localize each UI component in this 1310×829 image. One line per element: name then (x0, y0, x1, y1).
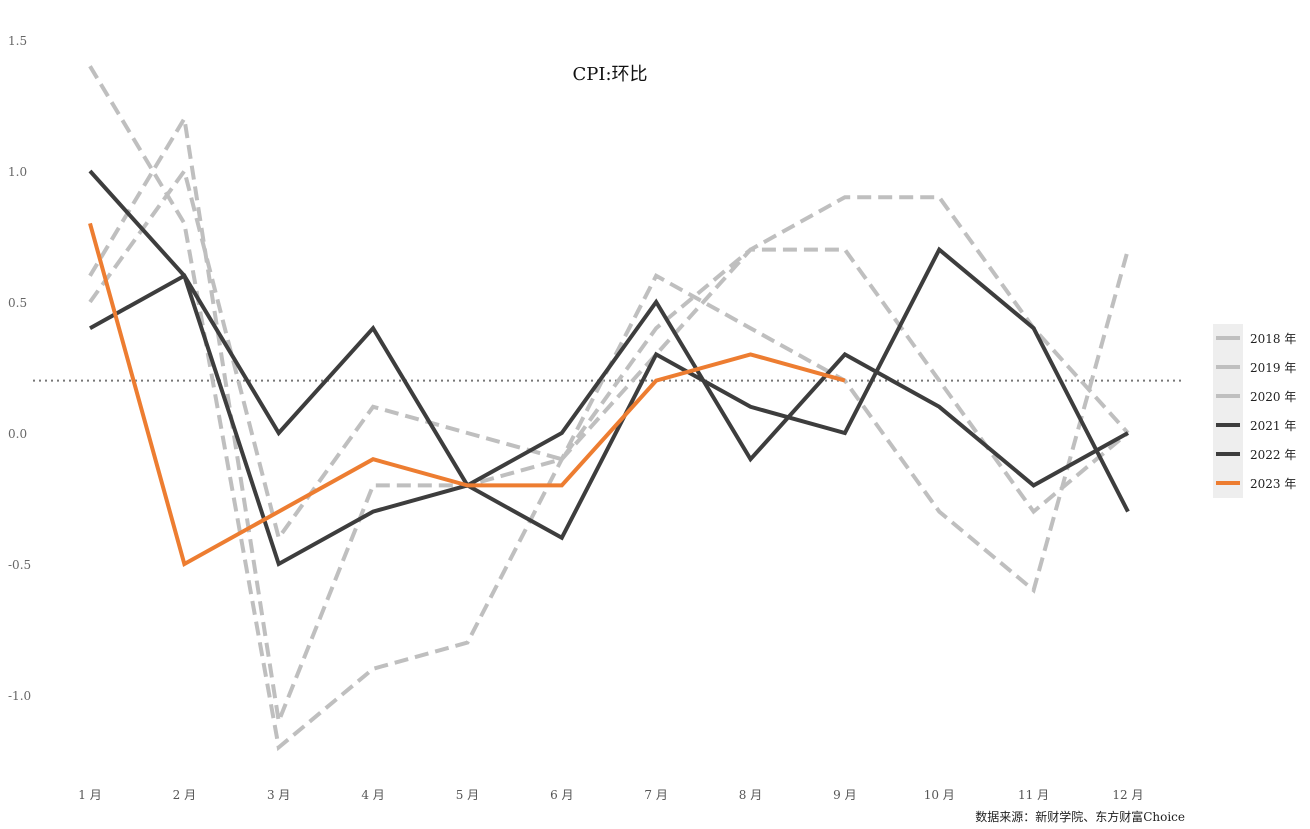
x-tick-label: 11 月 (1018, 788, 1049, 802)
y-tick-label: 1.0 (8, 165, 27, 179)
legend-label: 2021 年 (1250, 419, 1296, 433)
y-tick-label: -1.0 (8, 689, 31, 703)
x-tick-label: 6 月 (550, 788, 573, 802)
y-tick-label: 1.5 (8, 34, 27, 48)
x-tick-label: 4 月 (361, 788, 384, 802)
x-tick-label: 10 月 (924, 788, 955, 802)
series-line-2022 (89, 273, 1129, 489)
series-line-2021 (88, 169, 1130, 567)
series-line-2018 (88, 112, 1130, 729)
series-line-2023 (88, 222, 846, 567)
legend-label: 2020 年 (1250, 390, 1296, 404)
y-tick-label: -0.5 (8, 558, 31, 572)
source-note: 数据来源：新财学院、东方财富Choice (975, 809, 1185, 824)
chart-title: CPI:环比 (572, 64, 647, 85)
x-tick-label: 8 月 (739, 788, 762, 802)
x-tick-label: 3 月 (267, 788, 290, 802)
x-tick-label: 1 月 (78, 788, 101, 802)
legend-label: 2023 年 (1250, 477, 1296, 491)
x-tick-label: 5 月 (456, 788, 479, 802)
y-tick-label: 0.5 (8, 296, 27, 310)
y-tick-label: 0.0 (8, 427, 27, 441)
legend-label: 2022 年 (1250, 448, 1296, 462)
x-tick-label: 2 月 (173, 788, 196, 802)
x-tick-label: 7 月 (644, 788, 667, 802)
x-tick-label: 9 月 (833, 788, 856, 802)
legend-label: 2019 年 (1250, 361, 1296, 375)
legend-background (1213, 324, 1243, 498)
legend-label: 2018 年 (1250, 332, 1296, 346)
series-line-2019 (88, 166, 1130, 543)
x-tick-label: 12 月 (1112, 788, 1143, 802)
